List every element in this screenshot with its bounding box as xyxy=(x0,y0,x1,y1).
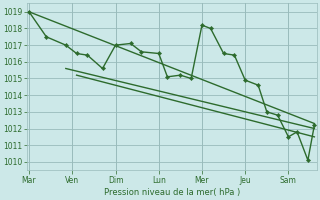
X-axis label: Pression niveau de la mer( hPa ): Pression niveau de la mer( hPa ) xyxy=(104,188,240,197)
